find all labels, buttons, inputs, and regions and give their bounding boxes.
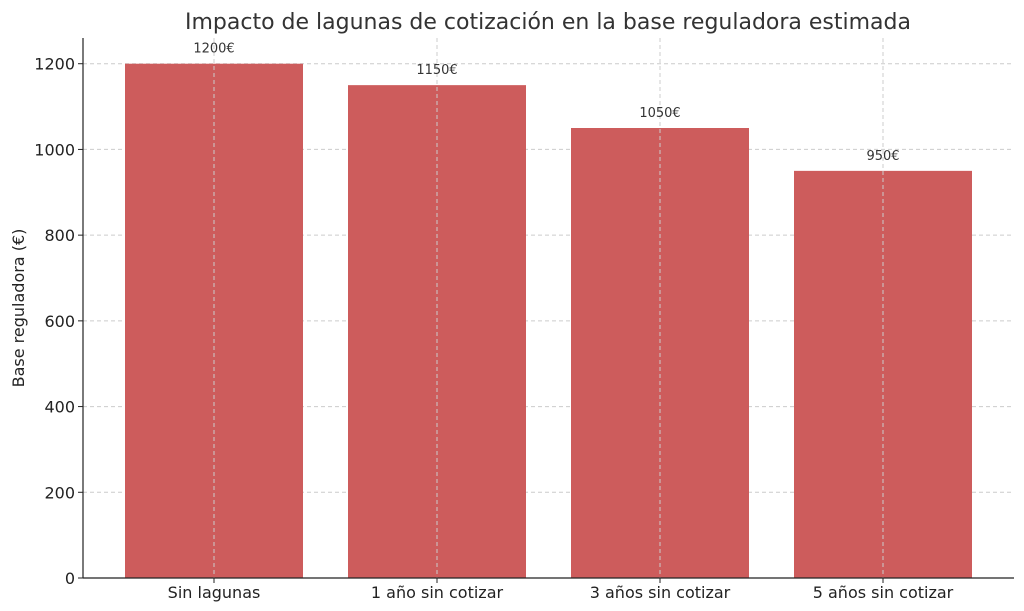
data-label: 1050€ [639, 106, 680, 121]
data-label: 1150€ [416, 63, 457, 78]
x-ticks: Sin lagunas 1 año sin cotizar 3 años sin c… [168, 578, 954, 602]
y-tick-label: 400 [44, 398, 75, 417]
x-tick-label: 3 años sin cotizar [590, 583, 731, 602]
x-tick-label: 1 año sin cotizar [371, 583, 504, 602]
y-tick-label: 1000 [34, 140, 75, 159]
data-labels: 1200€ 1150€ 1050€ 950€ [193, 42, 899, 164]
y-tick-label: 1200 [34, 55, 75, 74]
y-ticks: 0 200 400 600 800 1000 1200 [34, 55, 83, 588]
vertical-grid-lines [213, 38, 884, 578]
y-tick-label: 0 [65, 569, 75, 588]
y-tick-label: 800 [44, 226, 75, 245]
y-tick-label: 200 [44, 483, 75, 502]
x-tick-label: Sin lagunas [168, 583, 261, 602]
chart-title: Impacto de lagunas de cotización en la b… [185, 10, 911, 35]
data-label: 1200€ [193, 42, 234, 57]
x-tick-label: 5 años sin cotizar [813, 583, 954, 602]
y-tick-label: 600 [44, 312, 75, 331]
data-label: 950€ [866, 149, 899, 164]
y-axis-label: Base reguladora (€) [9, 229, 28, 388]
